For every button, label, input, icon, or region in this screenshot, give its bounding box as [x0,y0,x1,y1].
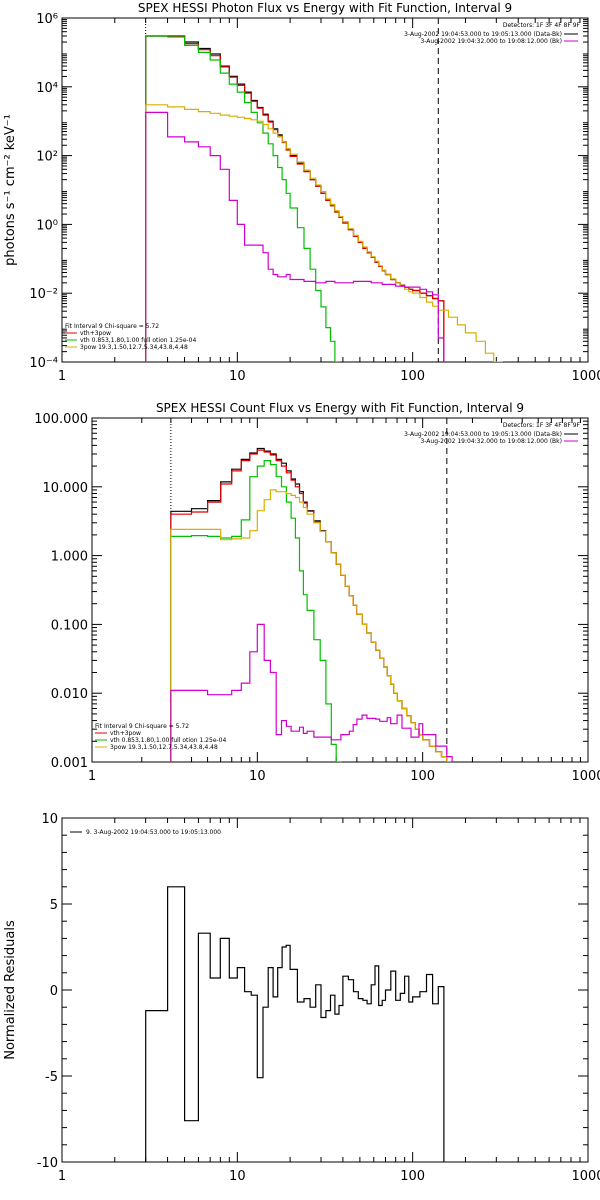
legend-bottom-left-text: vth+3pow [80,330,111,337]
legend-bottom-left-text: 3pow 19.3,1.50,12.7,5.34,43.8,4.48 [80,344,188,351]
y-tick-label: 10⁴ [36,81,58,96]
legend-top-left-text: 9. 3-Aug-2002 19:04:53.000 to 19:05:13.0… [86,829,221,836]
y-tick-label: -10 [37,1156,58,1171]
y-tick-label: 1.000 [51,550,88,565]
detectors-text: Detectors: 1F 3F 4F 8F 9F [503,422,581,429]
y-tick-label: 10⁻⁴ [29,356,58,371]
legend-bottom-left-text: vth 0.853,1.80,1.00 full otion 1.25e-04 [80,337,196,344]
plot-frame [61,817,589,1163]
y-tick-label: 10 [41,812,58,827]
series-data [145,35,445,362]
y-tick-label: 0.001 [51,756,88,771]
legend-top-right-text: 3-Aug-2002 19:04:53.000 to 19:05:13.000 … [404,31,562,38]
x-tick-label: 100 [400,369,425,384]
y-tick-label: 10⁻² [29,287,58,302]
series-total [170,449,453,762]
y-axis-label: Normalized Residuals [3,920,18,1060]
x-tick-label: 10 [249,769,266,784]
series-vth [145,35,340,362]
y-tick-label: 10⁶ [36,12,58,27]
legend-bottom-left-text: vth+3pow [110,730,141,737]
series-group [145,886,445,1162]
chart-title: SPEX HESSI Photon Flux vs Energy with Fi… [138,1,512,15]
y-tick-label: 0.010 [51,687,88,702]
detectors-text: Detectors: 1F 3F 4F 8F 9F [503,22,581,29]
series-pow [145,104,503,362]
y-tick-label: 10² [36,150,58,165]
x-tick-label: 1 [58,369,66,384]
x-tick-label: 10 [229,369,246,384]
chart-panel-0: SPEX HESSI Photon Flux vs Energy with Fi… [3,1,600,384]
chart-panel-1: SPEX HESSI Count Flux vs Energy with Fit… [34,401,600,784]
y-tick-label: 10⁰ [36,218,58,233]
plot-frame [91,417,589,763]
series-group [145,35,503,362]
x-tick-label: 10 [229,1169,246,1184]
legend-top-right-text: 3-Aug-2002 19:04:32.000 to 19:08:12.000 … [420,438,562,445]
x-tick-label: 1 [88,769,96,784]
chart-title: SPEX HESSI Count Flux vs Energy with Fit… [156,401,524,415]
series-total [145,35,445,362]
legend-bottom-left-text: Fit Interval 9 Chi-square = 5.72 [95,723,189,730]
legend-top-right-text: 3-Aug-2002 19:04:53.000 to 19:05:13.000 … [404,431,562,438]
series-background [145,111,445,362]
legend-top-right-text: 3-Aug-2002 19:04:32.000 to 19:08:12.000 … [420,38,562,45]
series-residuals [145,886,445,1162]
x-tick-label: 100 [410,769,435,784]
y-tick-label: 10.000 [43,481,89,496]
y-tick-label: 0.100 [51,618,88,633]
y-tick-label: 0 [50,984,58,999]
y-tick-label: 5 [50,898,58,913]
y-tick-label: -5 [45,1070,58,1085]
legend-bottom-left-text: vth 0.853,1.80,1.00 full otion 1.25e-04 [110,737,226,744]
y-axis-label: photons s⁻¹ cm⁻² keV⁻¹ [3,114,18,266]
series-vth [170,460,342,762]
series-data [170,447,453,762]
series-background [170,623,453,762]
y-tick-label: 100.000 [34,412,88,427]
legend-bottom-left-text: 3pow 19.3,1.50,12.7,5.34,43.8,4.48 [110,744,218,751]
x-tick-label: 100 [400,1169,425,1184]
x-tick-label: 1 [58,1169,66,1184]
plot-frame [61,17,589,363]
legend-bottom-left-text: Fit Interval 9 Chi-square = 5.72 [65,323,159,330]
series-group [170,447,453,762]
series-pow [170,489,453,762]
